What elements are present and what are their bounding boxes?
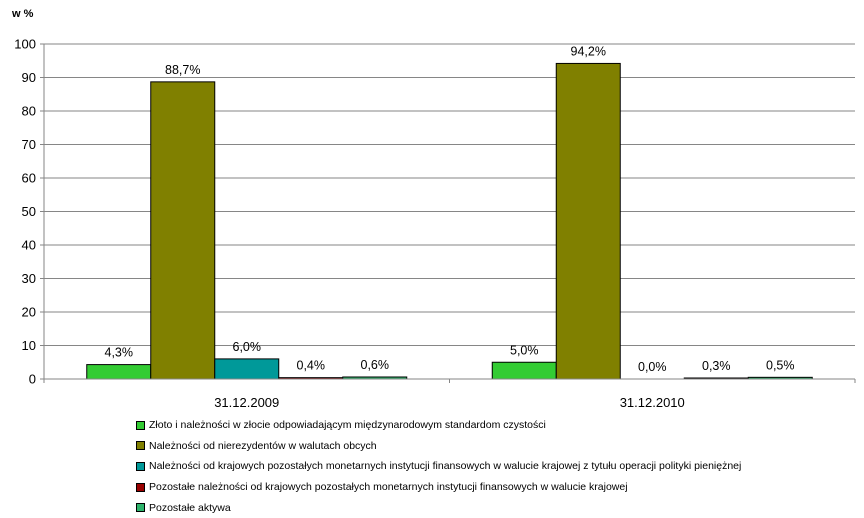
legend-item: Należności od nierezydentów w walutach o… xyxy=(136,436,856,457)
legend-item: Pozostałe należności od krajowych pozost… xyxy=(136,477,856,498)
data-label: 94,2% xyxy=(571,44,606,58)
x-category-label: 31.12.2010 xyxy=(620,395,685,410)
legend-item: Należności od krajowych pozostałych mone… xyxy=(136,456,856,477)
bar xyxy=(150,81,216,380)
y-tick-label: 0 xyxy=(29,372,36,387)
data-label: 0,5% xyxy=(766,358,795,372)
legend-label: Pozostałe należności od krajowych pozost… xyxy=(149,481,628,494)
y-tick-label: 30 xyxy=(22,271,36,286)
legend-label: Należności od krajowych pozostałych mone… xyxy=(149,460,742,473)
data-label: 6,0% xyxy=(233,340,262,354)
x-category-label: 31.12.2009 xyxy=(214,395,279,410)
axes xyxy=(43,44,856,383)
data-label: 0,3% xyxy=(702,359,731,373)
y-axis-label: w % xyxy=(11,8,34,20)
legend-label: Złoto i należności w złocie odpowiadając… xyxy=(149,419,546,432)
bar-chart: w % 0 10 20 30 40 50 60 70 80 90 100 4,3% 88,7% 6,0%… xyxy=(11,8,856,410)
bar xyxy=(555,62,621,380)
bars xyxy=(86,62,813,380)
data-label: 5,0% xyxy=(510,343,539,357)
y-tick-label: 20 xyxy=(22,305,36,320)
legend-label: Należności od nierezydentów w walutach o… xyxy=(149,439,377,452)
y-tick-label: 50 xyxy=(22,204,36,219)
legend-swatch xyxy=(136,461,145,471)
bar xyxy=(86,364,152,380)
data-label: 88,7% xyxy=(165,63,200,77)
legend: Złoto i należności w złocie odpowiadając… xyxy=(136,415,856,518)
legend-swatch xyxy=(136,482,145,492)
y-tick-label: 90 xyxy=(22,70,36,85)
y-tick-label: 80 xyxy=(22,104,36,119)
y-tick-label: 100 xyxy=(14,37,36,52)
bar xyxy=(491,361,557,380)
legend-swatch xyxy=(136,441,145,451)
data-label: 0,6% xyxy=(361,358,390,372)
data-labels: 4,3% 88,7% 6,0% 0,4% 0,6% 5,0% 94,2% 0,0% 0,3% 0,… xyxy=(105,44,795,374)
data-label: 0,0% xyxy=(638,360,667,374)
x-axis-categories: 31.12.2009 31.12.2010 xyxy=(214,395,685,410)
y-tick-label: 10 xyxy=(22,338,36,353)
data-label: 0,4% xyxy=(297,359,326,373)
bar xyxy=(214,358,280,380)
y-axis-ticks: 0 10 20 30 40 50 60 70 80 90 100 xyxy=(14,37,44,387)
y-tick-label: 40 xyxy=(22,238,36,253)
legend-swatch xyxy=(136,420,145,430)
y-tick-label: 70 xyxy=(22,137,36,152)
legend-item: Złoto i należności w złocie odpowiadając… xyxy=(136,415,856,436)
data-label: 4,3% xyxy=(105,346,134,360)
y-tick-label: 60 xyxy=(22,171,36,186)
